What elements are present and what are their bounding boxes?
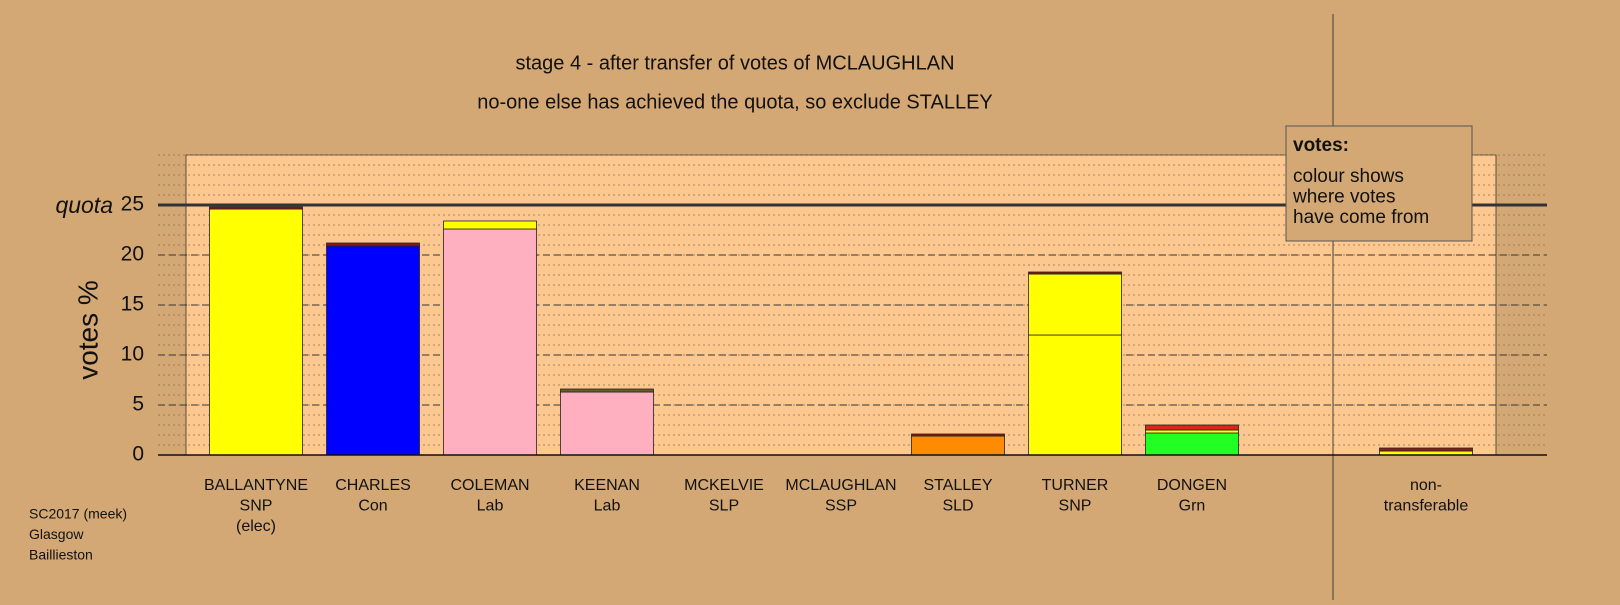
x-tick-label: SLD: [942, 498, 973, 515]
bar-segment: [911, 435, 1005, 456]
footer-text: Baillieston: [29, 547, 93, 563]
y-tick-label: 25: [121, 193, 144, 216]
chart-title: stage 4 - after transfer of votes of MCL…: [515, 52, 954, 74]
y-tick-label: 5: [132, 393, 144, 416]
bar-segment: [443, 220, 537, 230]
footer-text: SC2017 (meek): [29, 506, 127, 522]
legend-title: votes:: [1293, 135, 1349, 156]
x-tick-label: SNP: [1059, 498, 1092, 515]
x-tick-label: Lab: [477, 498, 504, 515]
y-tick-label: 15: [121, 293, 144, 316]
x-tick-label: non-: [1410, 477, 1442, 494]
quota-label: quota: [55, 192, 113, 218]
x-tick-label: MCKELVIE: [684, 477, 764, 494]
bar-segment: [209, 208, 303, 456]
y-axis-label: votes %: [72, 280, 103, 380]
bar-segment: [911, 433, 1005, 437]
x-tick-label: TURNER: [1042, 477, 1109, 494]
bar-segment: [326, 242, 420, 247]
x-tick-label: Lab: [594, 498, 621, 515]
x-tick-label: MCLAUGHLAN: [785, 477, 896, 494]
x-tick-label: transferable: [1384, 498, 1469, 515]
legend-text: have come from: [1293, 207, 1429, 228]
y-tick-label: 20: [121, 243, 144, 266]
x-tick-label: Con: [358, 498, 387, 515]
x-tick-label: SSP: [825, 498, 857, 515]
x-tick-label: DONGEN: [1157, 477, 1227, 494]
x-tick-label: COLEMAN: [450, 477, 529, 494]
bar-segment: [209, 206, 303, 210]
bar-segment: [1028, 334, 1122, 456]
bar-segment: [1145, 429, 1239, 434]
bar-segment: [1145, 424, 1239, 431]
bar-segment: [560, 391, 654, 456]
x-tick-label: KEENAN: [574, 477, 640, 494]
legend-box: [1285, 125, 1473, 242]
footer-text: Glasgow: [29, 526, 84, 542]
bar-segment: [443, 228, 537, 456]
bar-segment: [1379, 447, 1473, 452]
x-tick-label: SNP: [240, 498, 273, 515]
y-tick-label: 10: [121, 343, 144, 366]
x-tick-label: BALLANTYNE: [204, 477, 308, 494]
x-tick-label: (elec): [236, 518, 276, 535]
bar-segment: [1145, 432, 1239, 456]
y-tick-label: 0: [132, 443, 144, 466]
bar-segment: [1028, 273, 1122, 336]
bar-segment: [1028, 271, 1122, 275]
x-tick-label: Grn: [1179, 498, 1206, 515]
x-tick-label: CHARLES: [335, 477, 411, 494]
legend-text: where votes: [1292, 187, 1395, 208]
chart-subtitle: no-one else has achieved the quota, so e…: [477, 91, 993, 113]
x-tick-label: STALLEY: [923, 477, 992, 494]
bar-segment: [560, 388, 654, 393]
bar-segment: [326, 245, 420, 456]
x-tick-label: SLP: [709, 498, 739, 515]
legend-text: colour shows: [1293, 166, 1404, 187]
